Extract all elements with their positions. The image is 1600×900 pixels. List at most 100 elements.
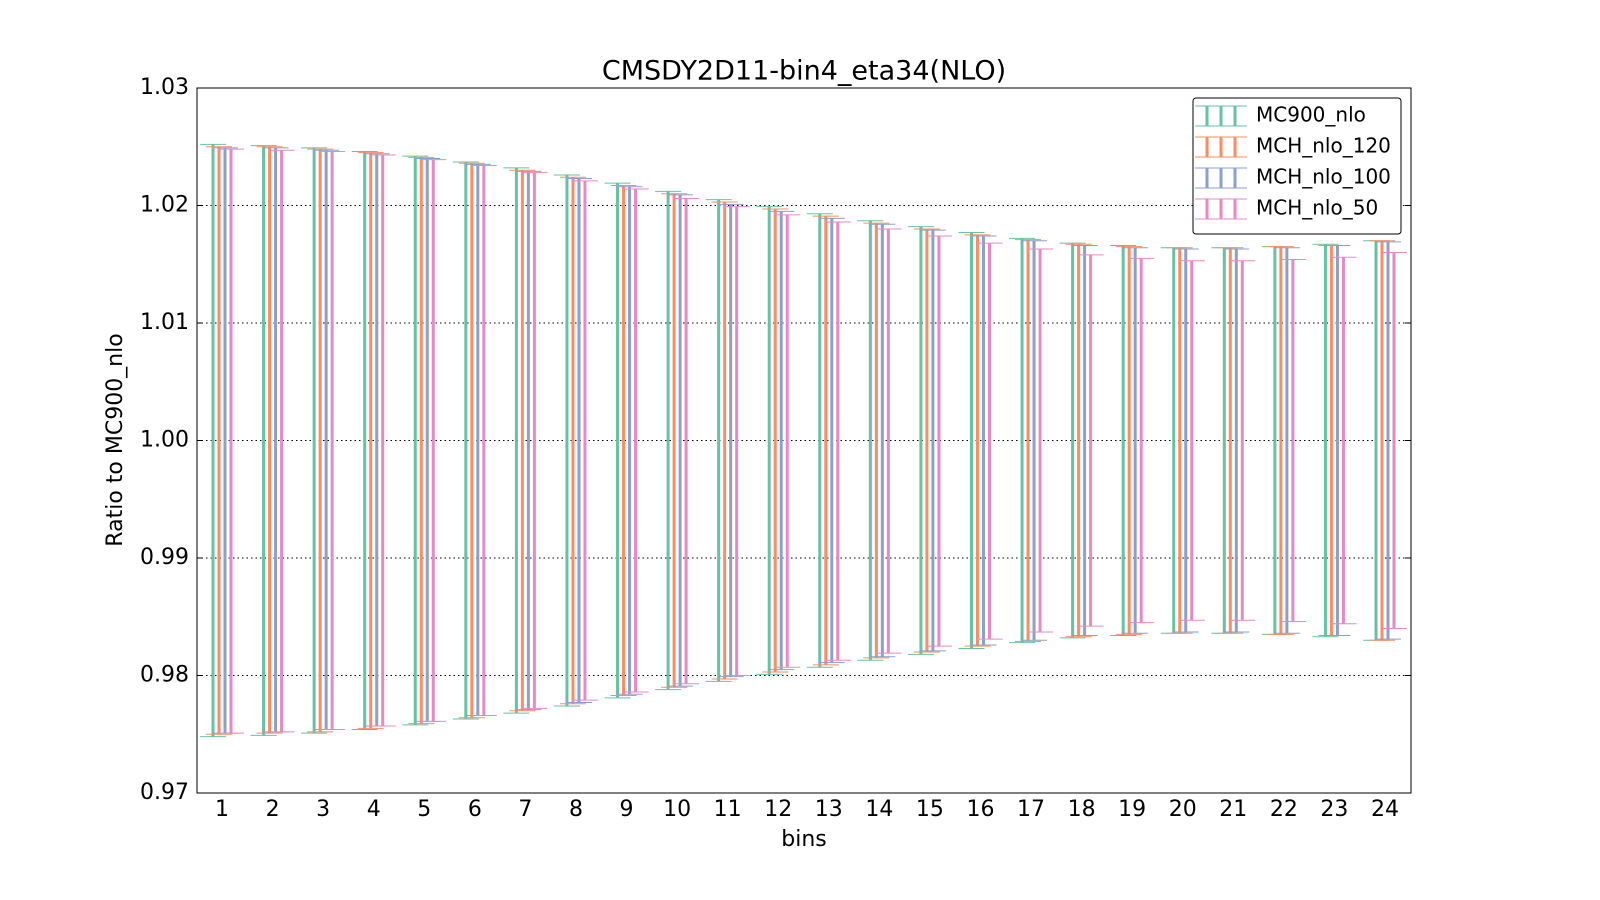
y-tick-label: 0.98 bbox=[140, 663, 189, 688]
error-bar bbox=[1217, 247, 1244, 634]
error-bar bbox=[1312, 243, 1339, 638]
error-bar bbox=[1223, 248, 1250, 633]
error-bar bbox=[1128, 257, 1155, 624]
error-bar bbox=[610, 185, 637, 696]
error-bar bbox=[667, 194, 694, 687]
error-bar bbox=[661, 193, 688, 688]
error-bar bbox=[458, 162, 485, 719]
error-bar bbox=[717, 203, 744, 678]
error-bar bbox=[553, 174, 580, 707]
error-bar bbox=[1021, 240, 1048, 641]
x-tick-label: 8 bbox=[569, 797, 583, 822]
x-tick-label: 17 bbox=[1017, 797, 1045, 822]
x-tick-label: 23 bbox=[1320, 797, 1348, 822]
legend-label: MCH_nlo_120 bbox=[1256, 134, 1391, 158]
x-tick-label: 9 bbox=[620, 797, 634, 822]
x-tick-label: 7 bbox=[518, 797, 532, 822]
error-bar bbox=[1273, 247, 1300, 634]
x-tick-label: 12 bbox=[764, 797, 792, 822]
error-bar bbox=[1071, 244, 1098, 637]
error-bar bbox=[206, 146, 232, 735]
error-bar bbox=[925, 235, 952, 647]
error-bar bbox=[875, 228, 902, 654]
error-bar bbox=[1077, 254, 1104, 627]
y-tick-label: 1.01 bbox=[140, 310, 189, 335]
error-bar bbox=[1015, 239, 1042, 642]
error-bar bbox=[1009, 237, 1036, 644]
error-bar bbox=[503, 167, 530, 714]
error-bar bbox=[408, 156, 435, 725]
x-tick-label: 16 bbox=[966, 797, 994, 822]
error-bar bbox=[1369, 240, 1395, 641]
error-bar bbox=[1375, 241, 1401, 640]
error-bar bbox=[1110, 244, 1137, 637]
error-bar bbox=[818, 217, 845, 664]
error-bar bbox=[806, 213, 833, 668]
error-bar bbox=[256, 146, 283, 734]
error-bar bbox=[420, 159, 447, 722]
error-bar bbox=[250, 145, 277, 736]
error-bar bbox=[509, 169, 536, 712]
error-bar bbox=[622, 188, 649, 693]
y-tick-label: 1.00 bbox=[140, 428, 189, 453]
legend: MC900_nlo MCH_nlo_120 MCH_nlo_100 MCH_nlo_5… bbox=[1192, 97, 1402, 235]
y-tick-label: 1.02 bbox=[140, 193, 189, 218]
error-bar bbox=[1178, 260, 1205, 621]
error-bar bbox=[357, 152, 384, 729]
error-bar bbox=[762, 208, 789, 673]
error-bar bbox=[268, 149, 295, 733]
chart-title: CMSDY2D11-bin4_eta34(NLO) bbox=[602, 56, 1006, 87]
x-tick-label: 20 bbox=[1169, 797, 1197, 822]
error-bar bbox=[705, 199, 732, 682]
legend-box bbox=[1192, 97, 1402, 235]
x-tick-label: 6 bbox=[468, 797, 482, 822]
y-tick-label: 1.03 bbox=[140, 75, 189, 100]
x-tick-label: 2 bbox=[266, 797, 280, 822]
error-bar bbox=[1122, 247, 1149, 634]
legend-label: MCH_nlo_100 bbox=[1256, 165, 1391, 189]
x-tick-label: 4 bbox=[367, 797, 381, 822]
error-bar bbox=[604, 182, 631, 699]
x-tick-label: 19 bbox=[1118, 797, 1146, 822]
y-axis-label: Ratio to MC900_nlo bbox=[103, 333, 128, 546]
error-bar bbox=[1065, 243, 1092, 638]
error-bar bbox=[1381, 252, 1407, 629]
error-bar bbox=[863, 222, 890, 659]
x-tick-label: 21 bbox=[1219, 797, 1247, 822]
error-bar bbox=[1267, 246, 1294, 635]
error-bar bbox=[1166, 247, 1193, 634]
error-bar bbox=[200, 143, 226, 738]
error-bar bbox=[452, 161, 479, 720]
error-bar bbox=[515, 170, 542, 711]
error-bar bbox=[723, 206, 750, 676]
error-bar bbox=[307, 148, 334, 733]
x-tick-label: 11 bbox=[714, 797, 742, 822]
error-bar bbox=[711, 201, 738, 680]
error-bar bbox=[1027, 248, 1054, 633]
error-bar bbox=[1324, 244, 1351, 637]
x-tick-label: 13 bbox=[815, 797, 843, 822]
legend-label: MCH_nlo_50 bbox=[1256, 196, 1378, 220]
x-axis-label: bins bbox=[781, 827, 826, 852]
error-bar bbox=[812, 215, 839, 666]
x-tick-label: 15 bbox=[916, 797, 944, 822]
error-bar bbox=[1330, 256, 1357, 625]
error-bar bbox=[369, 154, 396, 727]
x-tick-label: 1 bbox=[215, 797, 229, 822]
x-tick-label: 10 bbox=[663, 797, 691, 822]
error-bar bbox=[857, 220, 884, 661]
error-bar bbox=[958, 232, 985, 649]
error-bar bbox=[1279, 259, 1306, 622]
error-bar bbox=[869, 223, 896, 658]
error-bar bbox=[218, 148, 244, 734]
error-bar bbox=[673, 197, 700, 685]
error-bar bbox=[1229, 260, 1256, 621]
error-bar bbox=[470, 165, 497, 716]
legend-label: MC900_nlo bbox=[1256, 103, 1366, 127]
error-bar bbox=[970, 235, 997, 646]
error-bar bbox=[1059, 242, 1086, 639]
error-bar bbox=[976, 242, 1003, 640]
plot-frame bbox=[196, 87, 1412, 794]
error-bar bbox=[964, 234, 991, 647]
